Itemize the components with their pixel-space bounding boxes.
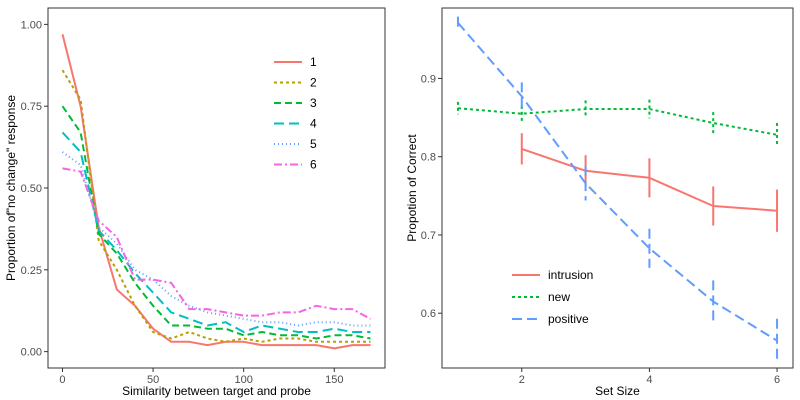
legend-label-6: 6 xyxy=(310,158,317,172)
y-tick-label: 0.25 xyxy=(21,265,42,277)
x-tick-label: 0 xyxy=(59,374,65,386)
legend-label-5: 5 xyxy=(310,137,317,151)
legend-label-new: new xyxy=(548,290,570,304)
y-tick-label: 0.00 xyxy=(21,347,42,359)
y-axis-label: Propotion of Correct xyxy=(405,134,419,242)
plot-panel xyxy=(47,7,386,369)
legend-label-1: 1 xyxy=(310,55,317,69)
series-line-2 xyxy=(61,69,371,343)
y-tick-label: 0.50 xyxy=(21,183,42,195)
x-axis-label: Set Size xyxy=(595,384,640,398)
y-tick-label: 0.75 xyxy=(21,101,42,113)
x-tick-label: 4 xyxy=(646,374,652,386)
x-tick-label: 50 xyxy=(147,374,159,386)
series-line-1 xyxy=(61,33,371,350)
series-line-5 xyxy=(61,151,371,327)
legend-label-3: 3 xyxy=(310,96,317,110)
series-line-new xyxy=(457,107,778,136)
plot-panel xyxy=(441,7,794,369)
y-tick-label: 0.7 xyxy=(421,230,436,242)
legend-label-4: 4 xyxy=(310,117,317,131)
x-tick-label: 6 xyxy=(774,374,780,386)
chart-set-size: 2 4 6 0.6 0.7 0.8 0.9 Set Size Propotion of Corr… xyxy=(405,7,794,398)
series-line-4 xyxy=(61,131,371,333)
y-tick-label: 1.00 xyxy=(21,19,42,31)
y-tick-label: 0.6 xyxy=(421,308,436,320)
series-line-positive xyxy=(457,22,778,342)
x-axis-label: Similarity between target and probe xyxy=(122,384,311,398)
x-tick-label: 100 xyxy=(234,374,252,386)
legend-label-positive: positive xyxy=(548,312,589,326)
x-tick-label: 2 xyxy=(519,374,525,386)
legend-label-2: 2 xyxy=(310,76,317,90)
series-line-6 xyxy=(62,167,371,320)
chart-similarity: 0 50 100 150 0.00 0.25 0.50 0.75 1.00 Similarity … xyxy=(4,7,386,398)
legend-label-intrusion: intrusion xyxy=(548,268,593,282)
y-axis-label: Proportion of"no change" response xyxy=(4,95,18,281)
y-tick-label: 0.9 xyxy=(421,73,436,85)
y-tick-label: 0.8 xyxy=(421,152,436,164)
series-line-3 xyxy=(61,105,371,340)
x-tick-label: 150 xyxy=(325,374,343,386)
